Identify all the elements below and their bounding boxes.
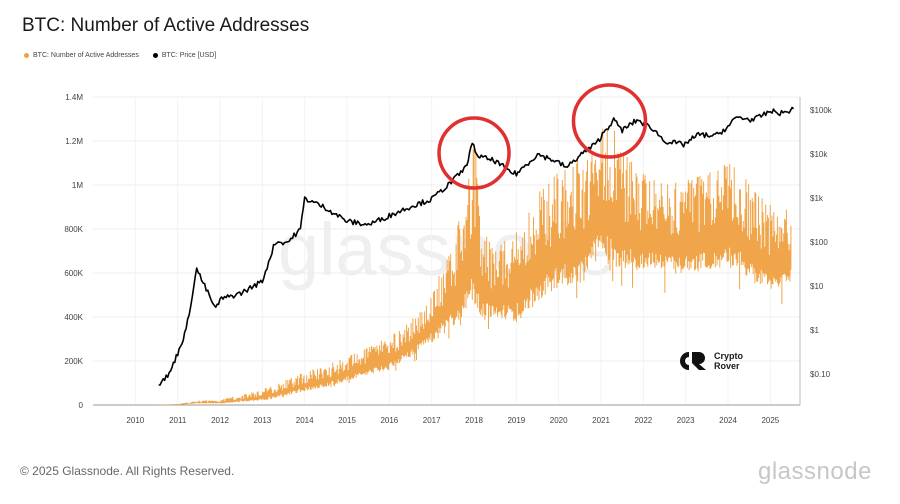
x-tick-label: 2025	[761, 416, 779, 425]
y-left-tick-label: 400K	[64, 313, 83, 322]
x-tick-label: 2013	[253, 416, 271, 425]
series-active-addresses	[157, 128, 792, 405]
y-left-tick-label: 1.4M	[65, 93, 83, 102]
y-left-tick-label: 200K	[64, 357, 83, 366]
y-left-tick-label: 600K	[64, 269, 83, 278]
crypto-rover-line1: Crypto	[714, 351, 743, 361]
legend-label-price: BTC: Price [USD]	[161, 52, 217, 59]
chart-title: BTC: Number of Active Addresses	[22, 15, 310, 36]
legend-item-active-addresses[interactable]: BTC: Number of Active Addresses	[24, 52, 139, 59]
annotation-circle-2021	[571, 83, 648, 159]
y-right-tick-label: $100k	[810, 106, 833, 115]
y-right-tick-label: $1k	[810, 194, 824, 203]
legend-label-active-addresses: BTC: Number of Active Addresses	[33, 52, 139, 59]
y-left-tick-label: 1M	[72, 181, 83, 190]
x-tick-label: 2015	[338, 416, 356, 425]
footer-copyright: © 2025 Glassnode. All Rights Reserved.	[20, 464, 235, 478]
x-tick-label: 2014	[296, 416, 314, 425]
crypto-rover-line2: Rover	[714, 361, 740, 371]
x-tick-label: 2012	[211, 416, 229, 425]
x-tick-label: 2019	[507, 416, 525, 425]
series-btc-price	[158, 106, 795, 386]
footer-brand-logo: glassnode	[758, 458, 872, 485]
legend-item-price[interactable]: BTC: Price [USD]	[152, 52, 217, 59]
y-right-tick-label: $10	[810, 282, 824, 291]
y-right-tick-label: $1	[810, 326, 819, 335]
crypto-rover-logo: Crypto Rover	[678, 350, 743, 372]
x-tick-label: 2010	[126, 416, 144, 425]
x-tick-label: 2020	[550, 416, 568, 425]
crypto-rover-icon	[680, 352, 706, 370]
y-right-tick-label: $10k	[810, 150, 828, 159]
x-tick-label: 2022	[634, 416, 652, 425]
x-tick-label: 2011	[169, 416, 187, 425]
x-tick-label: 2017	[423, 416, 441, 425]
x-tick-label: 2018	[465, 416, 483, 425]
y-left-tick-label: 800K	[64, 225, 83, 234]
x-tick-label: 2016	[380, 416, 398, 425]
annotation-circle-2018	[437, 116, 511, 190]
y-right-tick-label: $100	[810, 238, 828, 247]
x-tick-label: 2023	[677, 416, 695, 425]
y-right-tick-label: $0.10	[810, 370, 831, 379]
y-left-tick-label: 0	[79, 401, 84, 410]
x-tick-label: 2021	[592, 416, 610, 425]
chart-legend: BTC: Number of Active Addresses BTC: Pri…	[24, 52, 216, 59]
y-left-tick-label: 1.2M	[65, 137, 83, 146]
legend-swatch-black	[152, 53, 158, 58]
legend-swatch-orange	[24, 53, 29, 58]
x-tick-label: 2024	[719, 416, 737, 425]
